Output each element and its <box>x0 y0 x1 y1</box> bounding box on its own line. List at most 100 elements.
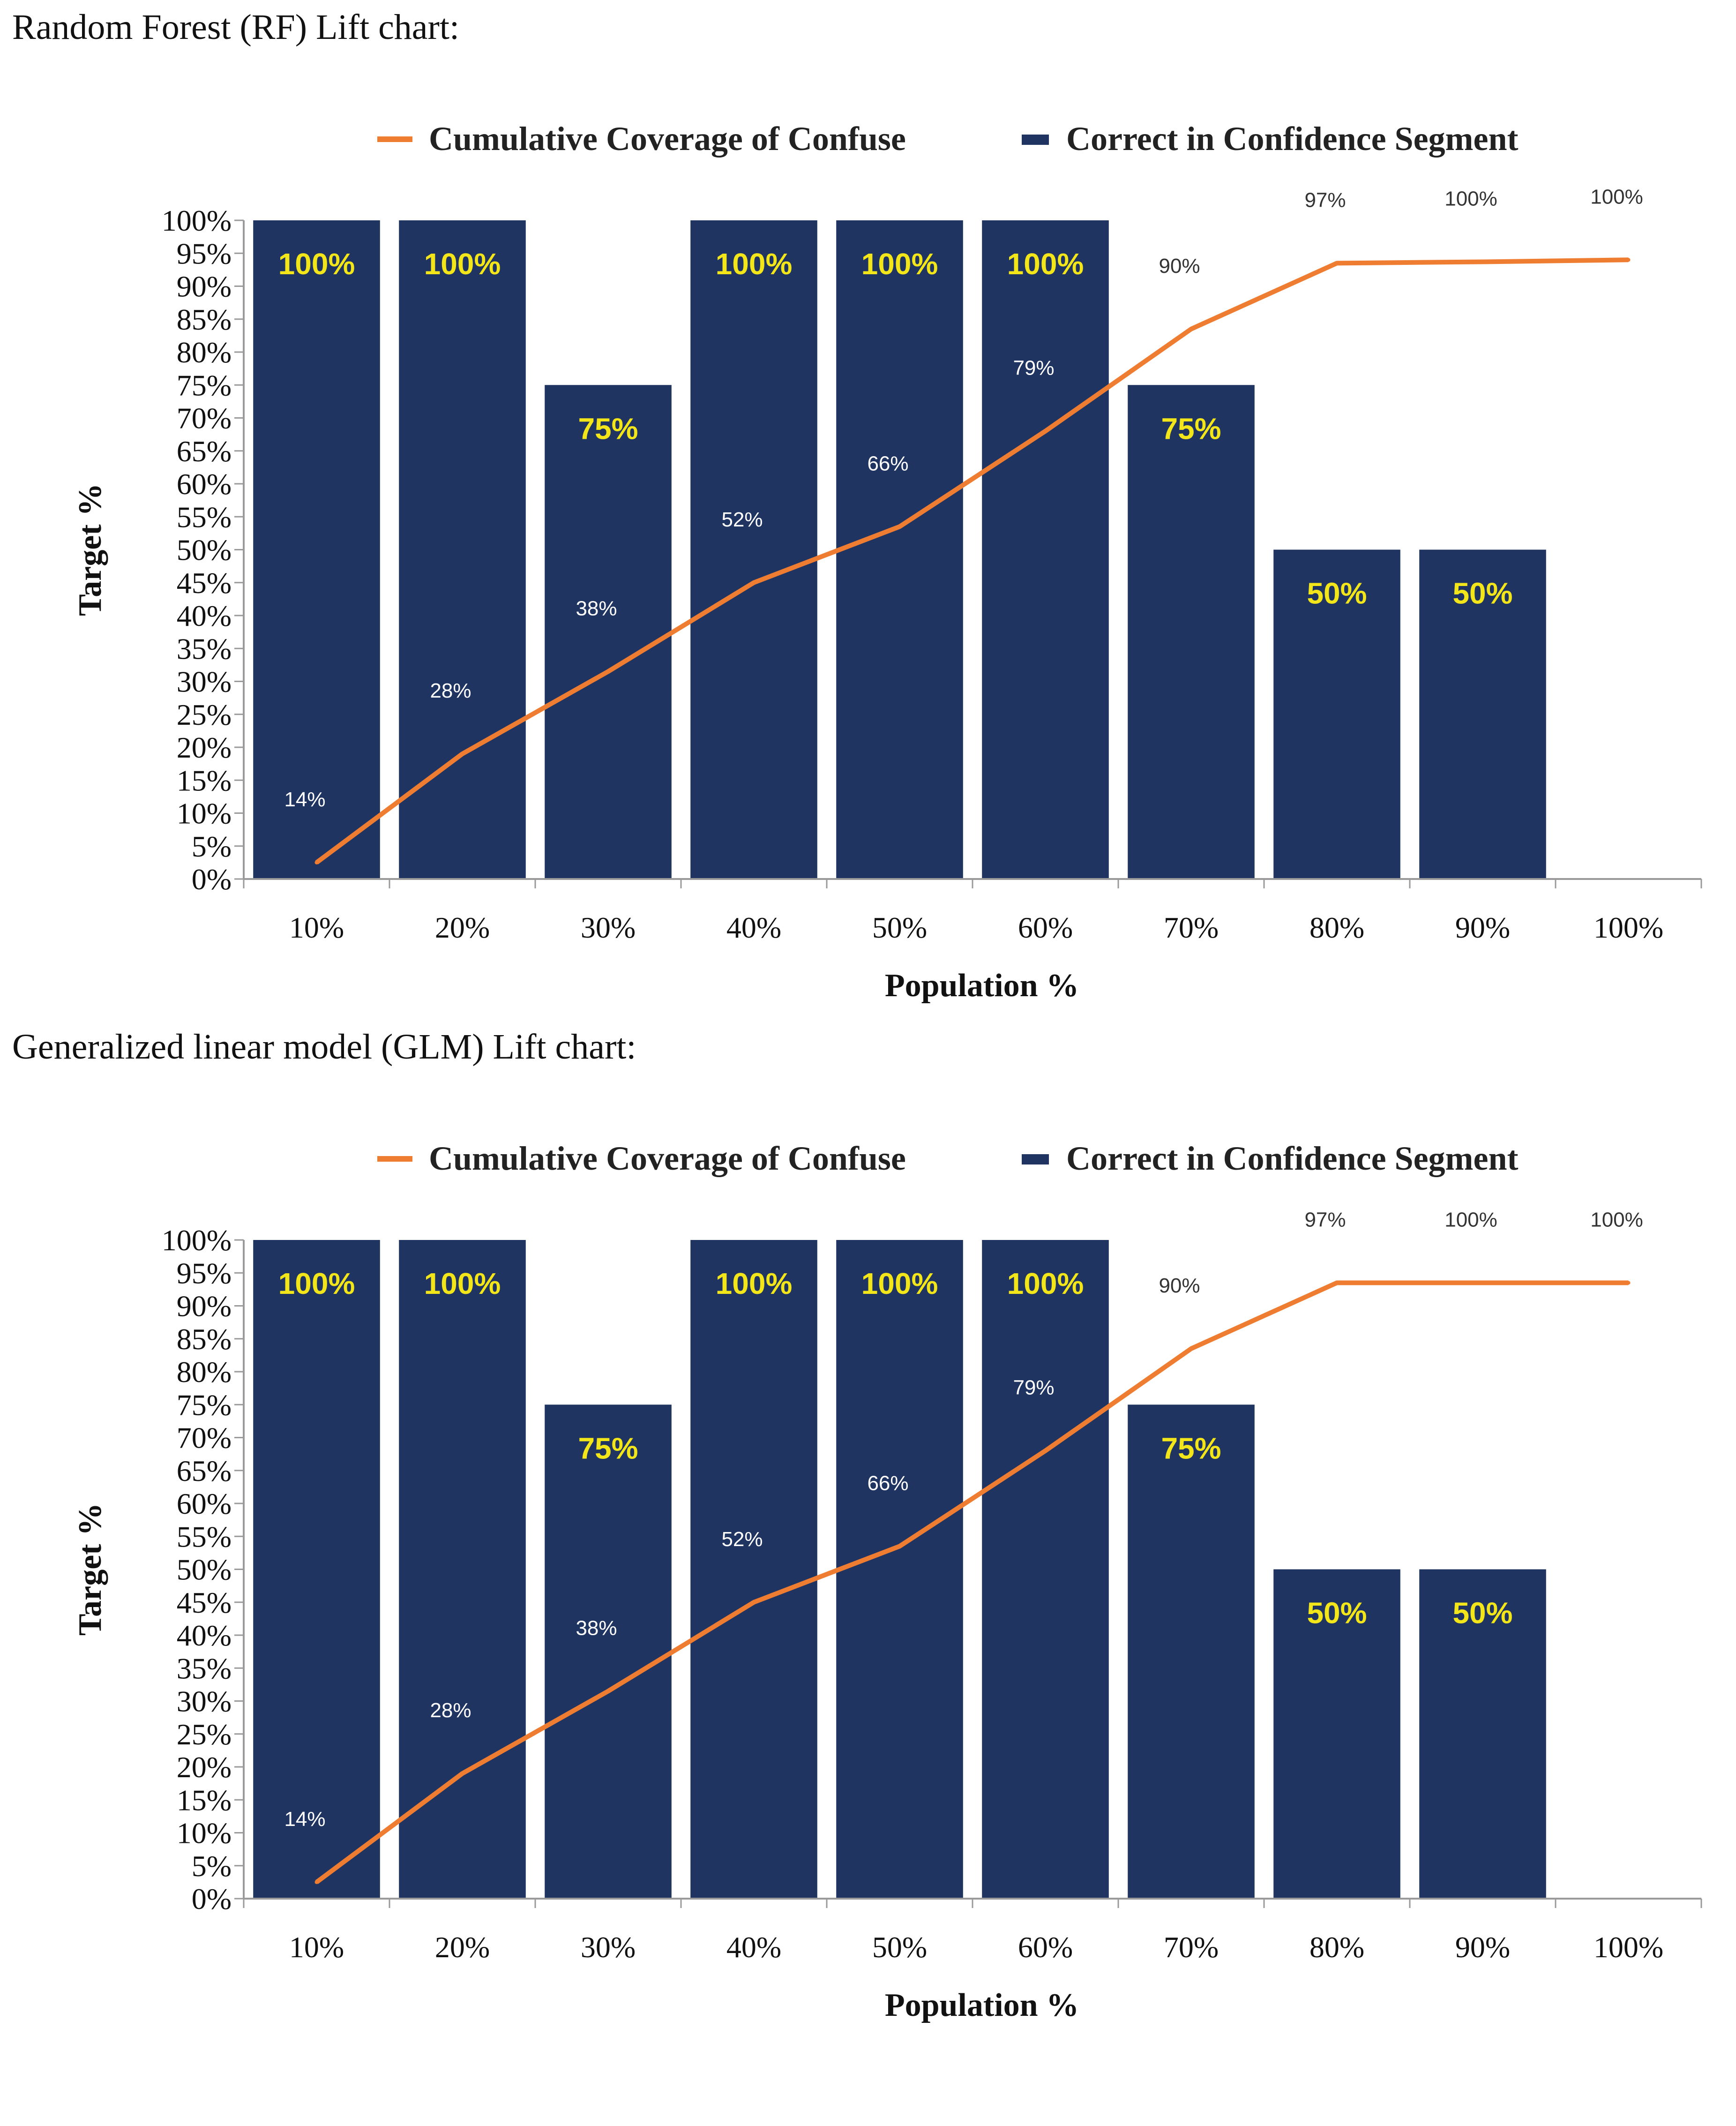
cumulative-line-series: 14% 28% 38% 52% 66% 79% 90% 97% 100% 100% <box>284 1208 1643 1884</box>
y-tick-label: 75% <box>177 368 232 402</box>
y-tick-label: 45% <box>177 1586 232 1619</box>
y-tick-label: 25% <box>177 1718 232 1751</box>
bars: 100% 100% 75% 100% 100% 100% 75% 50% 50% <box>253 1240 1546 1899</box>
bar-value-label: 75% <box>578 1431 638 1465</box>
bar <box>1273 1569 1400 1899</box>
line-point <box>1626 258 1631 262</box>
legend-bar-swatch <box>1022 1154 1049 1164</box>
line-point <box>1335 1281 1339 1285</box>
x-tick-label: 50% <box>872 1931 927 1964</box>
y-tick-label: 95% <box>177 237 232 270</box>
bar-value-label: 100% <box>424 247 501 281</box>
bar-value-label: 75% <box>578 412 638 445</box>
bar-value-label: 100% <box>861 247 938 281</box>
y-ticks: 0%5%10%15%20%25%30%35%40%45%50%55%60%65%… <box>162 1224 244 1916</box>
line-point <box>314 1880 319 1884</box>
y-tick-label: 5% <box>192 1849 232 1883</box>
y-axis-title: Target % <box>72 1503 108 1636</box>
bar <box>1419 1569 1546 1899</box>
y-tick-label: 25% <box>177 698 232 731</box>
y-tick-label: 95% <box>177 1256 232 1290</box>
cumulative-line-series: 14% 28% 38% 52% 66% 79% 90% 97% 100% 100% <box>284 185 1643 864</box>
x-tick-label: 20% <box>435 911 490 944</box>
y-tick-label: 85% <box>177 1322 232 1356</box>
y-tick-label: 60% <box>177 467 232 501</box>
line-point <box>606 1689 610 1693</box>
bar-value-label: 75% <box>1161 412 1221 445</box>
line-point-label: 14% <box>284 1808 325 1831</box>
x-tick-label: 10% <box>289 911 344 944</box>
bar-value-label: 100% <box>1007 1267 1084 1300</box>
line-point <box>1189 327 1193 331</box>
bar <box>545 1405 672 1899</box>
y-tick-label: 45% <box>177 566 232 600</box>
line-point-label: 52% <box>721 1528 763 1551</box>
x-tick-label: 100% <box>1594 1931 1663 1964</box>
x-axis-title: Population % <box>885 1987 1079 2023</box>
line-point <box>606 669 610 674</box>
y-ticks: 0%5%10%15%20%25%30%35%40%45%50%55%60%65%… <box>162 204 244 896</box>
y-tick-label: 70% <box>177 402 232 435</box>
y-tick-label: 20% <box>177 731 232 764</box>
y-tick-label: 75% <box>177 1388 232 1421</box>
y-tick-label: 80% <box>177 336 232 369</box>
bar-value-label: 100% <box>716 1267 793 1300</box>
bar-value-label: 100% <box>278 1267 355 1300</box>
x-tick-label: 20% <box>435 1931 490 1964</box>
line-point-label: 90% <box>1159 255 1200 278</box>
line-point-label: 100% <box>1590 1208 1643 1231</box>
legend-label-bar: Correct in Confidence Segment <box>1066 120 1519 158</box>
x-tick-label: 100% <box>1594 911 1663 944</box>
bar-value-label: 50% <box>1307 577 1367 610</box>
y-tick-label: 35% <box>177 632 232 665</box>
y-tick-label: 35% <box>177 1652 232 1685</box>
line-point-label: 100% <box>1590 185 1643 208</box>
legend-bar-swatch <box>1022 135 1049 145</box>
line-point-label: 100% <box>1444 188 1497 210</box>
line-point-label: 97% <box>1304 1208 1346 1231</box>
bar <box>545 385 672 879</box>
bar-value-label: 50% <box>1452 1596 1512 1630</box>
rf-lift-chart: Cumulative Coverage of Confuse Correct in… <box>72 120 1702 1004</box>
line-point-label: 100% <box>1444 1208 1497 1231</box>
line-point <box>1043 1449 1048 1453</box>
line-point-label: 97% <box>1304 188 1346 211</box>
bar <box>1419 549 1546 879</box>
x-tick-label: 40% <box>726 911 781 944</box>
y-tick-label: 50% <box>177 1553 232 1586</box>
y-tick-label: 100% <box>162 204 232 237</box>
x-tick-label: 50% <box>872 911 927 944</box>
line-point-label: 52% <box>721 508 763 531</box>
line-point-label: 66% <box>867 1472 908 1495</box>
line-point <box>898 525 902 529</box>
line-point <box>460 1772 464 1776</box>
bar <box>836 1240 963 1899</box>
line-point-label: 66% <box>867 452 908 475</box>
bar <box>1128 385 1255 879</box>
y-tick-label: 85% <box>177 303 232 336</box>
line-point <box>1481 1281 1485 1285</box>
x-tick-label: 70% <box>1164 911 1219 944</box>
x-tick-label: 60% <box>1018 1931 1073 1964</box>
cumulative-line <box>315 257 1629 864</box>
bar-value-label: 100% <box>1007 247 1084 281</box>
legend-label-bar: Correct in Confidence Segment <box>1066 1140 1519 1177</box>
line-point <box>752 580 756 585</box>
legend-label-line: Cumulative Coverage of Confuse <box>429 120 906 158</box>
line-point <box>460 752 464 756</box>
y-tick-label: 90% <box>177 270 232 303</box>
line-point-label: 79% <box>1013 357 1054 380</box>
y-tick-label: 15% <box>177 764 232 797</box>
x-axis-title: Population % <box>885 968 1079 1004</box>
y-tick-label: 15% <box>177 1783 232 1817</box>
bar <box>399 1240 526 1899</box>
bar <box>690 1240 817 1899</box>
line-point <box>314 860 319 864</box>
y-tick-label: 10% <box>177 797 232 830</box>
line-point-label: 90% <box>1159 1274 1200 1297</box>
bar-value-label: 50% <box>1452 577 1512 610</box>
line-point-label: 79% <box>1013 1376 1054 1399</box>
legend: Cumulative Coverage of Confuse Correct in… <box>377 120 1519 158</box>
y-tick-label: 30% <box>177 1685 232 1718</box>
x-tick-label: 40% <box>726 1931 781 1964</box>
